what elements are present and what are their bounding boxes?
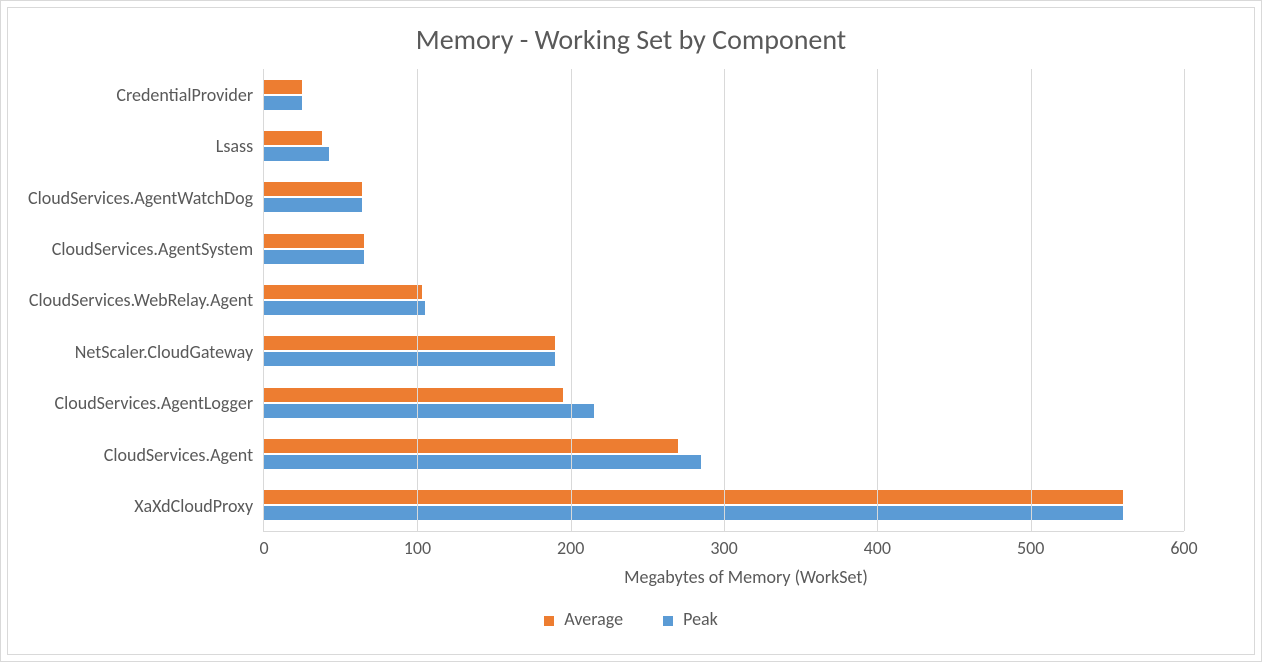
legend-item-average: Average — [544, 608, 623, 630]
legend-label: Peak — [683, 608, 718, 630]
bar — [264, 147, 328, 161]
bar — [264, 96, 302, 110]
category-label: NetScaler.CloudGateway — [28, 343, 253, 361]
bar — [264, 404, 594, 418]
gridline — [417, 69, 418, 531]
category-label: CloudServices.AgentWatchDog — [28, 189, 253, 207]
legend-swatch-icon — [663, 616, 673, 626]
bar — [264, 301, 425, 315]
bar — [264, 285, 422, 299]
category-label: XaXdCloudProxy — [28, 497, 253, 515]
category-label: CloudServices.WebRelay.Agent — [28, 291, 253, 309]
legend-swatch-icon — [544, 616, 554, 626]
x-tick-label: 200 — [557, 537, 584, 559]
gridline — [1184, 69, 1185, 531]
chart-frame: Memory - Working Set by Component Creden… — [0, 0, 1262, 662]
bar — [264, 198, 362, 212]
bar — [264, 388, 563, 402]
gridline — [877, 69, 878, 531]
chart-inner: Memory - Working Set by Component Creden… — [7, 7, 1255, 655]
x-tick-label: 600 — [1170, 537, 1197, 559]
category-label: CloudServices.Agent — [28, 446, 253, 464]
bar — [264, 352, 555, 366]
y-axis-category-labels: CredentialProvider Lsass CloudServices.Age… — [28, 69, 263, 532]
bar — [264, 490, 1123, 504]
bar — [264, 182, 362, 196]
bar — [264, 506, 1123, 520]
bar — [264, 80, 302, 94]
x-tick-label: 100 — [404, 537, 431, 559]
plot-area: 0100200300400500600 — [263, 69, 1184, 532]
bar — [264, 234, 364, 248]
bar — [264, 250, 364, 264]
x-tick-label: 500 — [1017, 537, 1044, 559]
bar — [264, 455, 701, 469]
x-tick-label: 400 — [864, 537, 891, 559]
category-label: CloudServices.AgentSystem — [28, 240, 253, 258]
x-axis-ticks: 0100200300400500600 — [264, 531, 1184, 559]
bar — [264, 131, 322, 145]
gridline — [1031, 69, 1032, 531]
chart-title: Memory - Working Set by Component — [8, 8, 1254, 63]
legend: Average Peak — [8, 598, 1254, 654]
gridline — [571, 69, 572, 531]
legend-label: Average — [564, 608, 623, 630]
category-label: CloudServices.AgentLogger — [28, 394, 253, 412]
bar — [264, 439, 678, 453]
category-label: Lsass — [28, 137, 253, 155]
x-tick-label: 300 — [710, 537, 737, 559]
gridline — [724, 69, 725, 531]
x-tick-label: 0 — [260, 537, 269, 559]
category-label: CredentialProvider — [28, 86, 253, 104]
bar — [264, 336, 555, 350]
legend-item-peak: Peak — [663, 608, 718, 630]
plot-row: CredentialProvider Lsass CloudServices.Age… — [8, 63, 1254, 532]
